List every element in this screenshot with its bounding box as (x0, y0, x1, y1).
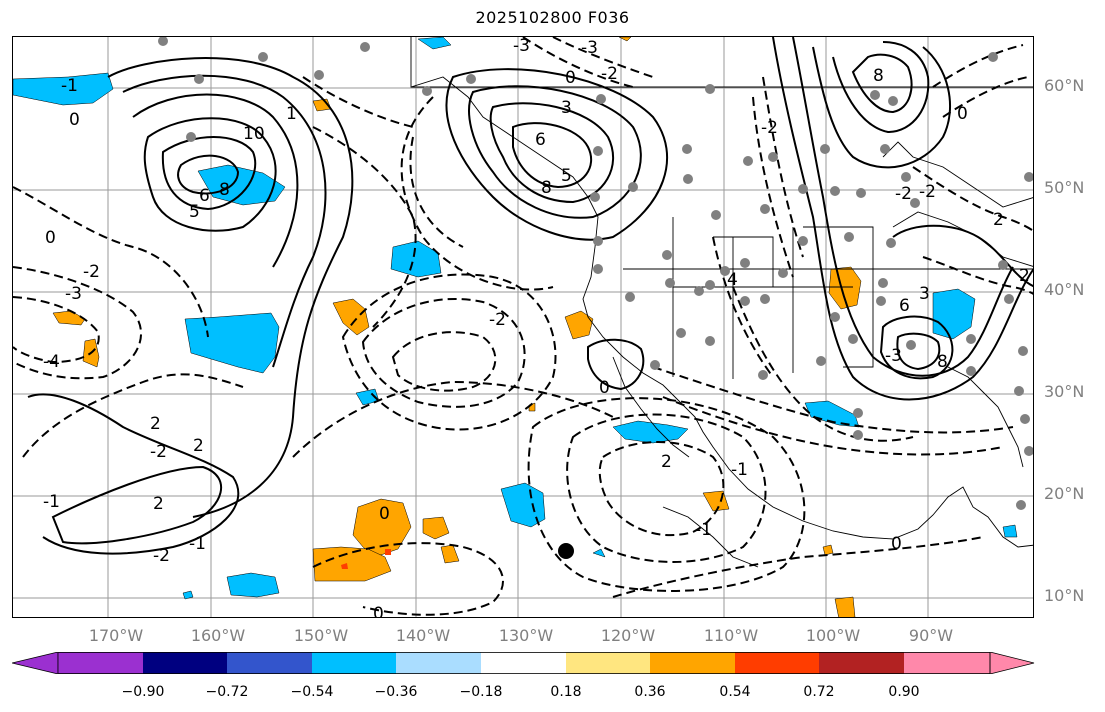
contour-label: 5 (189, 202, 200, 222)
contour-labels: -1 0 1 10 6 8 5 0 -2 -3 -4 2 2 -2 -1 2 -… (43, 37, 1030, 618)
contour-label: -1 (43, 492, 60, 512)
contour-label: 0 (957, 104, 968, 124)
lat-label-50: 50°N (1044, 178, 1085, 197)
contour-label: -2 (489, 310, 506, 330)
contour-label: 2 (153, 494, 164, 514)
lat-label-40: 40°N (1044, 280, 1085, 299)
contour-label: -2 (919, 182, 936, 202)
colorbar-tick: 0.54 (719, 684, 751, 700)
colorbar-tick: 0.36 (634, 684, 666, 700)
contour-label: 0 (373, 604, 384, 618)
contour-label: -1 (189, 534, 206, 554)
contour-label: 0 (69, 110, 80, 130)
lon-label-160w: 160°W (190, 626, 246, 645)
contour-label: -2 (895, 184, 912, 204)
colorbar-tick: −0.54 (290, 684, 334, 700)
contour-label: -1 (695, 520, 712, 540)
colorbar-low-extension (12, 652, 59, 674)
contour-label: 8 (873, 66, 884, 86)
colorbar-tick: 0.90 (888, 684, 920, 700)
colorbar-tick: −0.36 (374, 684, 418, 700)
map-panel[interactable]: -1 0 1 10 6 8 5 0 -2 -3 -4 2 2 -2 -1 2 -… (12, 36, 1034, 618)
contour-label: 2 (150, 414, 161, 434)
contour-label: 0 (379, 504, 390, 524)
contour-label: -4 (43, 352, 60, 372)
lon-label-130w: 130°W (498, 626, 554, 645)
lon-label-140w: 140°W (395, 626, 451, 645)
map-canvas: -1 0 1 10 6 8 5 0 -2 -3 -4 2 2 -2 -1 2 -… (13, 37, 1033, 618)
lon-label-100w: 100°W (805, 626, 861, 645)
contour-label: 8 (937, 352, 948, 372)
contour-label: 3 (919, 284, 930, 304)
contour-label: 2 (993, 210, 1004, 230)
colorbar (12, 652, 1035, 674)
lat-label-60: 60°N (1044, 76, 1085, 95)
contour-label: -2 (761, 118, 778, 138)
contour-label: 4 (727, 270, 738, 290)
contour-label: -3 (65, 284, 82, 304)
contour-label: -3 (581, 38, 598, 58)
lon-label-120w: 120°W (600, 626, 656, 645)
contour-label: 0 (45, 228, 56, 248)
lon-label-170w: 170°W (88, 626, 144, 645)
dashed-contours (13, 37, 1033, 616)
contour-label: -1 (731, 460, 748, 480)
contour-label: -2 (153, 546, 170, 566)
lon-label-110w: 110°W (703, 626, 759, 645)
shaded-strong-positive-areas (341, 549, 391, 569)
station-dots (158, 37, 1033, 510)
contour-label: -2 (83, 262, 100, 282)
contour-label: 6 (899, 296, 910, 316)
contour-label: 0 (599, 378, 610, 398)
contour-label: 5 (561, 166, 572, 186)
contour-label: 10 (243, 124, 265, 144)
contour-label: 1 (286, 104, 297, 124)
colorbar-tick: −0.90 (121, 684, 165, 700)
solid-contours (27, 37, 1033, 555)
contour-label: 8 (541, 178, 552, 198)
contour-label: -3 (513, 37, 530, 56)
lat-label-30: 30°N (1044, 382, 1085, 401)
contour-label: -2 (150, 442, 167, 462)
contour-label: 6 (535, 130, 546, 150)
colorbar-tick: 0.72 (803, 684, 835, 700)
contour-label: 2 (661, 452, 672, 472)
contour-label: 3 (561, 98, 572, 118)
lat-label-10: 10°N (1044, 586, 1085, 605)
colorbar-tick: 0.18 (550, 684, 582, 700)
contour-label: 6 (199, 186, 210, 206)
contour-label: 2 (193, 436, 204, 456)
contour-label: -1 (61, 76, 78, 96)
colorbar-tick: −0.72 (205, 684, 249, 700)
lon-label-150w: 150°W (293, 626, 349, 645)
colorbar-tick: −0.18 (459, 684, 503, 700)
contour-label: -3 (885, 346, 902, 366)
colorbar-high-extension (989, 652, 1035, 674)
shaded-negative-areas (13, 37, 1018, 600)
contour-label: 0 (891, 534, 902, 554)
contour-label: -2 (601, 64, 618, 84)
contour-label: 8 (219, 180, 230, 200)
lat-label-20: 20°N (1044, 484, 1085, 503)
map-title: 2025102800 F036 (475, 8, 630, 27)
contour-label: 0 (565, 68, 576, 88)
contour-label: 2 (1019, 266, 1030, 286)
lon-label-90w: 90°W (908, 626, 954, 645)
storm-marker (558, 543, 574, 559)
shaded-positive-areas (52, 37, 862, 617)
